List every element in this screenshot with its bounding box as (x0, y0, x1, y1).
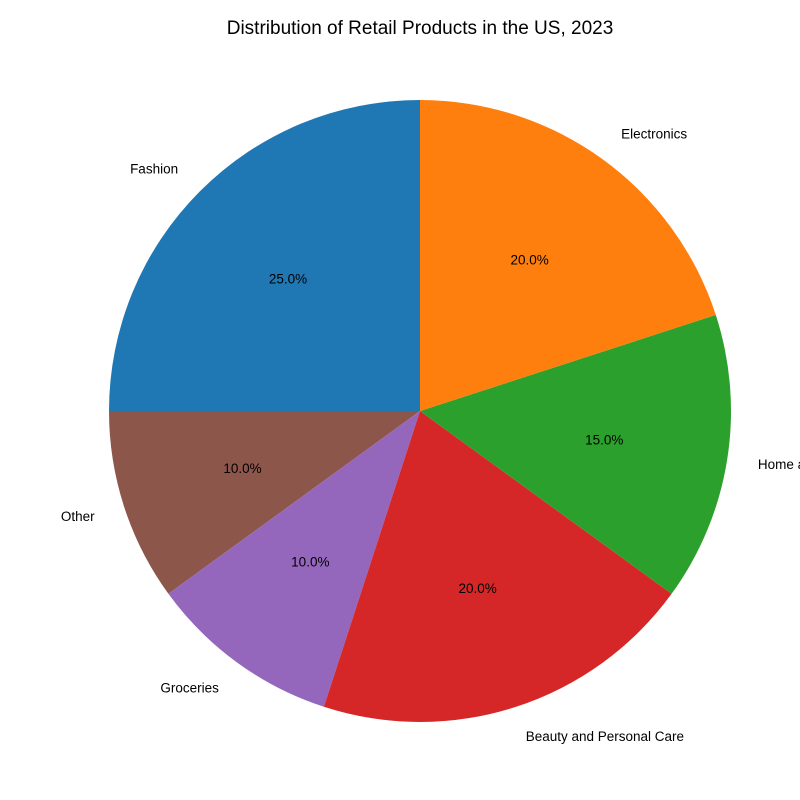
chart-title: Distribution of Retail Products in the U… (227, 18, 614, 39)
slice-label: Beauty and Personal Care (526, 729, 684, 744)
slice-label: Home and Kitchen (758, 457, 800, 472)
pie-slice-home-and-kitchen (420, 314, 731, 594)
slice-label: Electronics (621, 127, 687, 142)
slice-percent-label: 10.0% (291, 554, 329, 569)
slice-percent-label: 10.0% (223, 461, 261, 476)
slice-percent-label: 20.0% (511, 253, 549, 268)
slice-percent-label: 15.0% (585, 433, 623, 448)
pie-slice-beauty-and-personal-care (323, 411, 672, 722)
slice-label: Fashion (130, 162, 178, 177)
pie-slice-groceries (168, 411, 420, 707)
labels-layer: Fashion 25.0% Other 10.0% Groceries 10.0% Beau… (61, 127, 800, 744)
slice-label: Other (61, 509, 95, 524)
pie-slice-fashion (109, 100, 420, 411)
slice-percent-label: 20.0% (459, 581, 497, 596)
slice-percent-label: 25.0% (269, 272, 307, 287)
pie-slice-other (109, 411, 420, 594)
pie-slice-electronics (420, 100, 716, 411)
slices-layer (109, 100, 731, 722)
slice-label: Groceries (160, 680, 219, 695)
